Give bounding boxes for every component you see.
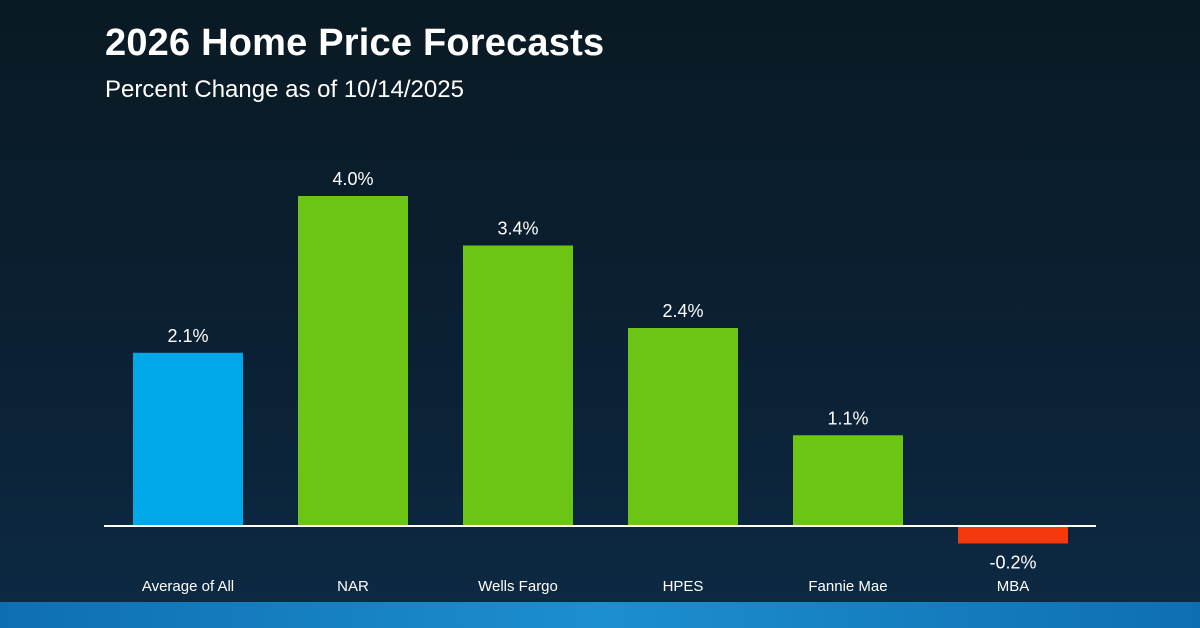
value-label: -0.2% xyxy=(989,553,1036,573)
bars-group xyxy=(133,196,1068,544)
category-label: MBA xyxy=(997,578,1030,595)
category-label: Wells Fargo xyxy=(478,578,558,595)
value-label: 2.1% xyxy=(167,326,208,346)
bar-fannie-mae xyxy=(793,435,903,526)
value-label: 4.0% xyxy=(332,169,373,189)
category-label: Average of All xyxy=(142,578,234,595)
value-labels-group: 2.1% 4.0% 3.4% 2.4% 1.1% -0.2% xyxy=(167,169,1036,573)
bar-nar xyxy=(298,196,408,526)
bar-hpes xyxy=(628,328,738,526)
bar-average-of-all xyxy=(133,352,243,526)
category-labels-group: Average of All NAR Wells Fargo HPES Fannie M… xyxy=(142,578,1029,595)
page-title: 2026 Home Price Forecasts xyxy=(105,22,605,64)
value-label: 1.1% xyxy=(827,408,868,428)
bottom-accent-band xyxy=(0,602,1200,628)
category-label: Fannie Mae xyxy=(808,578,887,595)
value-label: 2.4% xyxy=(662,301,703,321)
value-label: 3.4% xyxy=(497,219,538,239)
category-label: HPES xyxy=(663,578,704,595)
bar-mba xyxy=(958,527,1068,544)
category-label: NAR xyxy=(337,578,369,595)
bar-wells-fargo xyxy=(463,245,573,526)
page-subtitle: Percent Change as of 10/14/2025 xyxy=(105,76,464,103)
